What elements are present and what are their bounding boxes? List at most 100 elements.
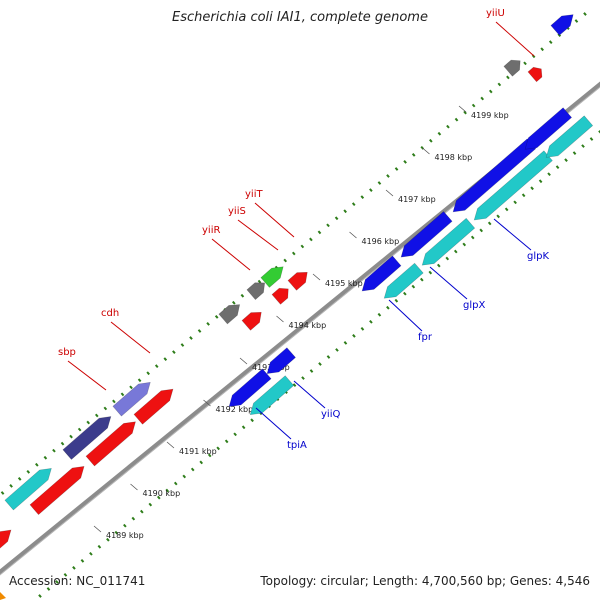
forward-strand-dots bbox=[94, 413, 99, 418]
gene-label-yiiT[interactable]: yiiT bbox=[245, 189, 263, 200]
reverse-strand-dots bbox=[462, 242, 467, 247]
reverse-strand-dots bbox=[89, 551, 93, 556]
reverse-strand-dots bbox=[97, 544, 102, 549]
gene-arrow-forward[interactable] bbox=[133, 388, 174, 425]
gene-leader-line bbox=[254, 202, 295, 238]
gene-label-yiiU[interactable]: yiiU bbox=[486, 8, 505, 19]
tick-mark bbox=[93, 525, 102, 533]
reverse-strand-dots bbox=[72, 566, 76, 570]
reverse-strand-dots bbox=[581, 144, 585, 148]
gene-arrow-reverse[interactable] bbox=[473, 150, 553, 221]
reverse-strand-dots bbox=[190, 467, 195, 472]
reverse-strand-dots bbox=[521, 193, 526, 198]
gene-arrow-forward[interactable] bbox=[4, 468, 52, 511]
gene-arrow-yiiS[interactable] bbox=[246, 282, 266, 301]
forward-strand-dots bbox=[343, 209, 347, 214]
forward-strand-dots bbox=[360, 195, 365, 199]
forward-strand-dots bbox=[300, 244, 305, 249]
reverse-strand-dots bbox=[335, 348, 339, 352]
gene-arrow-forward[interactable] bbox=[287, 271, 308, 291]
gene-arrow-reverse[interactable] bbox=[249, 375, 295, 416]
edge-marker bbox=[0, 592, 6, 600]
reverse-strand-dots bbox=[445, 256, 450, 261]
reverse-strand-dots bbox=[114, 530, 119, 535]
tick-label: 4191 kbp bbox=[179, 447, 217, 456]
gene-label-glpK[interactable]: glpK bbox=[527, 251, 549, 262]
forward-strand-dots bbox=[411, 153, 416, 157]
forward-strand-dots bbox=[52, 448, 56, 453]
forward-strand-dots bbox=[154, 364, 159, 369]
reverse-strand-dots bbox=[106, 537, 110, 542]
gene-arrow-yiiR[interactable] bbox=[218, 304, 241, 325]
reverse-strand-dots bbox=[343, 341, 348, 345]
forward-strand-dots bbox=[17, 477, 22, 481]
genome-summary-text: Topology: circular; Length: 4,700,560 bp… bbox=[260, 574, 590, 588]
gene-arrow-reverse[interactable] bbox=[400, 211, 453, 258]
forward-strand-dots bbox=[172, 350, 176, 354]
gene-label-tpiA[interactable]: tpiA bbox=[287, 440, 307, 451]
reverse-strand-dots bbox=[216, 446, 220, 451]
gene-arrow-forward[interactable] bbox=[85, 421, 136, 467]
gene-arrow-forward[interactable] bbox=[550, 14, 574, 36]
reverse-strand-dots bbox=[165, 488, 170, 493]
tick-label: 4189 kbp bbox=[106, 531, 144, 540]
gene-label-yiiS[interactable]: yiiS bbox=[228, 206, 246, 217]
reverse-strand-dots bbox=[38, 594, 42, 598]
gene-arrow-reverse[interactable] bbox=[266, 347, 296, 374]
forward-strand-dots bbox=[463, 110, 467, 115]
forward-strand-dots bbox=[189, 336, 193, 340]
forward-strand-dots bbox=[326, 223, 330, 228]
gene-label-yiiR[interactable]: yiiR bbox=[202, 225, 220, 236]
forward-strand-dots bbox=[180, 343, 185, 347]
reverse-strand-dots bbox=[479, 228, 484, 233]
reverse-strand-dots bbox=[436, 263, 441, 268]
gene-arrow-forward[interactable] bbox=[241, 311, 262, 331]
forward-strand-dots bbox=[437, 131, 442, 136]
gene-label-fpr[interactable]: fpr bbox=[418, 332, 433, 343]
forward-strand-dots bbox=[103, 406, 108, 411]
reverse-strand-dots bbox=[224, 439, 229, 444]
reverse-strand-dots bbox=[173, 481, 178, 486]
gene-arrow-reverse[interactable] bbox=[383, 262, 424, 299]
gene-label-cdh[interactable]: cdh bbox=[101, 308, 119, 319]
tick-mark bbox=[239, 357, 248, 365]
forward-strand-dots bbox=[574, 19, 579, 23]
gene-arrow-forward[interactable] bbox=[29, 466, 85, 516]
tick-label: 4190 kbp bbox=[143, 489, 181, 498]
reverse-strand-dots bbox=[496, 214, 500, 219]
gene-label-sbp[interactable]: sbp bbox=[58, 347, 76, 358]
gene-label-glpX[interactable]: glpX bbox=[463, 300, 485, 311]
gene-arrow-reverse[interactable] bbox=[524, 107, 573, 150]
gene-arrow-forward[interactable] bbox=[0, 529, 12, 565]
forward-strand-dots bbox=[386, 174, 390, 178]
forward-strand-dots bbox=[77, 427, 82, 432]
gene-arrow-yiiT[interactable] bbox=[260, 266, 284, 288]
reverse-strand-dots bbox=[123, 523, 127, 528]
reverse-strand-dots bbox=[309, 369, 314, 373]
reverse-strand-dots bbox=[411, 284, 416, 289]
gene-label-yiiQ[interactable]: yiiQ bbox=[321, 409, 340, 420]
accession-text: Accession: NC_011741 bbox=[9, 574, 146, 588]
gene-arrow-yiiU[interactable] bbox=[503, 59, 521, 77]
gene-arrow-reverse[interactable] bbox=[421, 217, 476, 266]
forward-strand-dots bbox=[454, 117, 459, 122]
gene-arrow-forward[interactable] bbox=[271, 287, 289, 305]
forward-strand-dots bbox=[146, 371, 150, 376]
gene-arrow-forward[interactable] bbox=[527, 66, 543, 83]
forward-strand-dots bbox=[506, 75, 510, 80]
gene-arrow-forward[interactable] bbox=[112, 381, 151, 417]
reverse-strand-dots bbox=[598, 130, 600, 134]
gene-arrow-forward[interactable] bbox=[62, 416, 112, 460]
gene-arrow-reverse[interactable] bbox=[228, 368, 272, 407]
reverse-strand-dots bbox=[589, 137, 594, 141]
reverse-strand-dots bbox=[369, 319, 373, 324]
reverse-strand-dots bbox=[403, 291, 407, 296]
reverse-strand-dots bbox=[148, 502, 153, 507]
reverse-strand-dots bbox=[241, 425, 246, 430]
edge-marker bbox=[0, 538, 4, 548]
reverse-strand-dots bbox=[250, 418, 254, 423]
gene-arrow-reverse[interactable] bbox=[361, 255, 402, 292]
forward-strand-dots bbox=[232, 300, 236, 305]
forward-strand-dots bbox=[163, 357, 168, 361]
gene-arrow-reverse[interactable] bbox=[545, 115, 594, 158]
